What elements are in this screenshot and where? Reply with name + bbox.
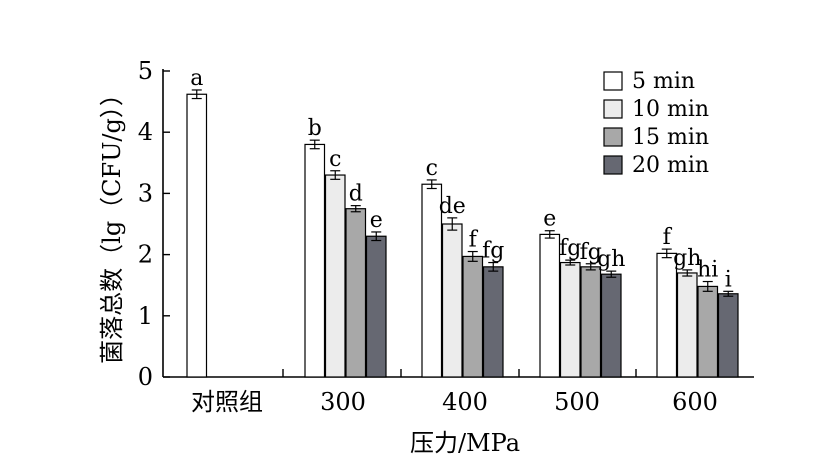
- significance-letter: gh: [673, 246, 701, 271]
- significance-letter: c: [426, 156, 438, 181]
- significance-letter: fg: [580, 240, 602, 265]
- legend-label: 5 min: [632, 69, 695, 94]
- significance-letter: i: [725, 267, 732, 292]
- legend-swatch: [603, 155, 623, 175]
- bar: [365, 235, 387, 378]
- x-tick-label: 对照组: [191, 388, 263, 416]
- bar: [441, 223, 463, 378]
- legend-label: 15 min: [632, 125, 709, 150]
- bar: [324, 174, 346, 378]
- x-tick-label: 500: [554, 388, 600, 416]
- bar: [600, 273, 622, 378]
- significance-letter: e: [370, 208, 383, 233]
- bar: [656, 252, 678, 378]
- bar: [304, 143, 326, 378]
- bar: [559, 261, 581, 378]
- significance-letter: f: [663, 225, 673, 250]
- y-tick-label: 5: [138, 57, 153, 85]
- significance-letter: d: [349, 182, 363, 207]
- bar: [539, 233, 561, 378]
- y-axis-title: 菌落总数（lg（CFU/g））: [98, 82, 126, 364]
- significance-letter: fg: [559, 236, 581, 261]
- bar: [697, 285, 719, 378]
- legend-label: 10 min: [632, 97, 709, 122]
- legend-label: 20 min: [632, 153, 709, 178]
- significance-letter: f: [469, 228, 479, 253]
- y-tick-label: 0: [138, 363, 153, 391]
- legend-swatch: [603, 127, 623, 147]
- bar: [462, 255, 484, 378]
- significance-letter: b: [308, 116, 322, 141]
- significance-letter: hi: [697, 258, 718, 283]
- legend-swatch: [603, 99, 623, 119]
- significance-letter: e: [543, 207, 556, 232]
- bar: [717, 293, 739, 378]
- y-tick-label: 1: [138, 302, 153, 330]
- significance-letter: fg: [482, 239, 504, 264]
- legend: 5 min 10 min 15 min 20 min: [603, 69, 709, 178]
- bar: [580, 266, 602, 378]
- x-tick-label: 300: [320, 388, 366, 416]
- y-tick-label: 2: [138, 241, 153, 269]
- bar: [482, 266, 504, 378]
- x-tick-label: 600: [672, 388, 718, 416]
- significance-letter: de: [439, 194, 466, 219]
- bar: [345, 208, 367, 378]
- y-tick-label: 4: [138, 118, 153, 146]
- bar: [676, 272, 698, 378]
- y-tick-label: 3: [138, 179, 153, 207]
- significance-letter: a: [190, 66, 203, 91]
- x-tick-label: 400: [442, 388, 488, 416]
- bar: [186, 93, 208, 378]
- x-axis-title: 压力/MPa: [410, 429, 520, 457]
- legend-swatch: [603, 71, 623, 91]
- significance-letter: c: [329, 147, 341, 172]
- significance-letter: gh: [597, 247, 625, 272]
